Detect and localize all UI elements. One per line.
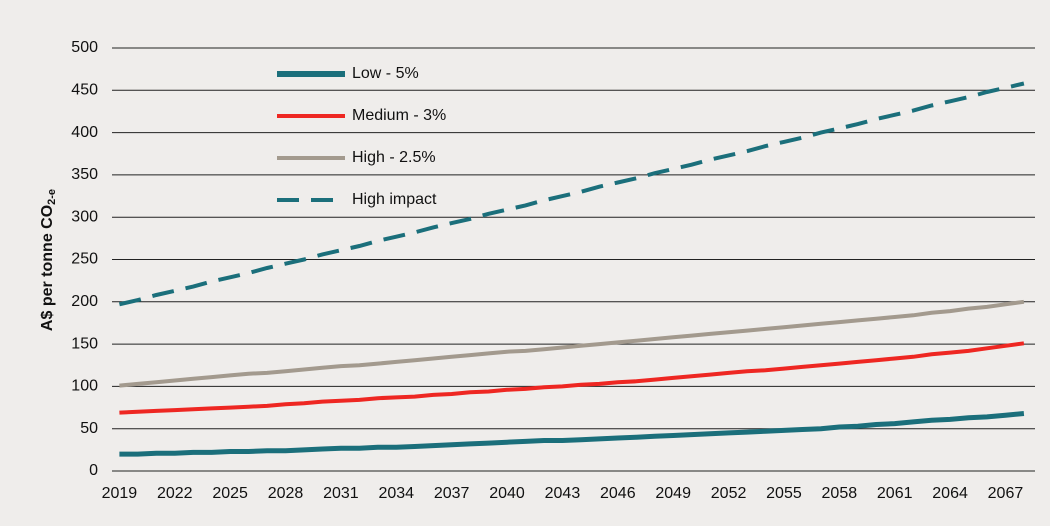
x-tick-label: 2034 [378,485,414,502]
y-tick-label: 150 [71,335,98,352]
x-tick-label: 2061 [877,485,913,502]
line-series [118,81,1025,307]
x-tick-label: 2019 [102,485,138,502]
y-tick-label: 250 [71,251,98,268]
x-tick-label: 2055 [766,485,802,502]
y-tick-label: 100 [71,378,98,395]
x-tick-label: 2031 [323,485,359,502]
x-tick-label: 2064 [932,485,968,502]
y-tick-label: 0 [89,462,98,479]
line-series [119,299,1025,388]
legend-label: High - 2.5% [352,149,436,166]
y-tick-label: 50 [80,420,98,437]
y-tick-label: 500 [71,39,98,56]
y-tick-label: 300 [71,208,98,225]
x-tick-label: 2067 [988,485,1024,502]
x-tick-label: 2040 [489,485,525,502]
x-tick-label: 2058 [822,485,858,502]
legend-label: Medium - 3% [352,107,446,124]
y-axis-label: A$ per tonne CO2-e [39,189,58,331]
y-tick-label: 450 [71,82,98,99]
y-tick-label: 200 [71,293,98,310]
y-tick-label: 400 [71,124,98,141]
y-tick-label: 350 [71,166,98,183]
x-tick-label: 2043 [545,485,581,502]
x-tick-label: 2046 [600,485,636,502]
y-axis-label-main: A$ per tonne CO [39,205,56,331]
y-axis-label-subscript: 2-e [46,189,58,205]
line-series [119,411,1025,457]
x-tick-label: 2037 [434,485,470,502]
line-series [119,341,1025,415]
x-tick-label: 2028 [268,485,304,502]
legend-label: High impact [352,191,437,208]
x-tick-label: 2052 [711,485,747,502]
x-tick-label: 2022 [157,485,193,502]
x-tick-label: 2025 [212,485,248,502]
legend-label: Low - 5% [352,65,419,82]
x-tick-label: 2049 [655,485,691,502]
